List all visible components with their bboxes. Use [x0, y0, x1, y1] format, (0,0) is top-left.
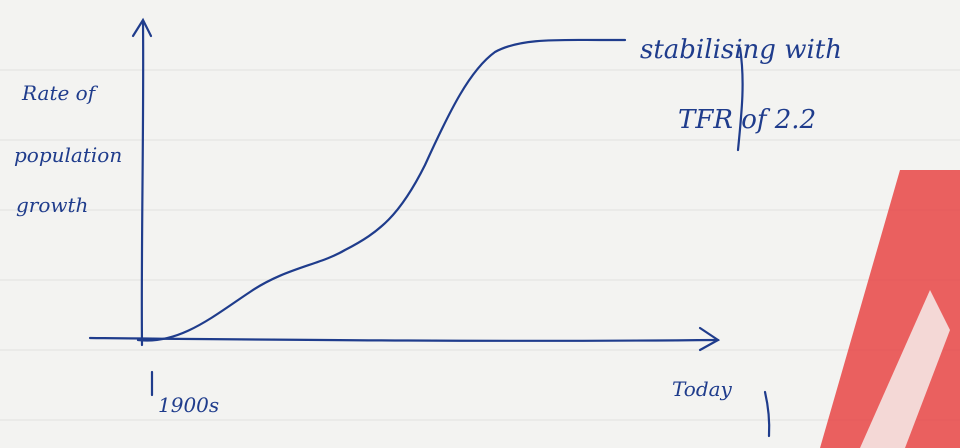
axes — [88, 17, 771, 438]
growth-curve — [136, 38, 627, 342]
y-arrow — [131, 17, 153, 38]
y-label-line: Rate of — [21, 81, 99, 105]
x-start-label: 1900s — [158, 393, 219, 417]
x-arrow — [698, 326, 721, 352]
annotation-line: TFR of 2.2 — [678, 105, 816, 135]
today-mark — [763, 390, 771, 438]
y-label-line: growth — [16, 193, 88, 217]
y-axis — [140, 20, 145, 347]
x-axis — [88, 336, 720, 342]
y-label-line: population — [14, 143, 122, 167]
annotation-line: stabilising with — [640, 35, 842, 65]
paper-lines — [0, 69, 960, 421]
watermark-stripe — [860, 290, 950, 448]
annotation-stroke — [736, 46, 744, 152]
x-end-label: Today — [672, 377, 733, 401]
